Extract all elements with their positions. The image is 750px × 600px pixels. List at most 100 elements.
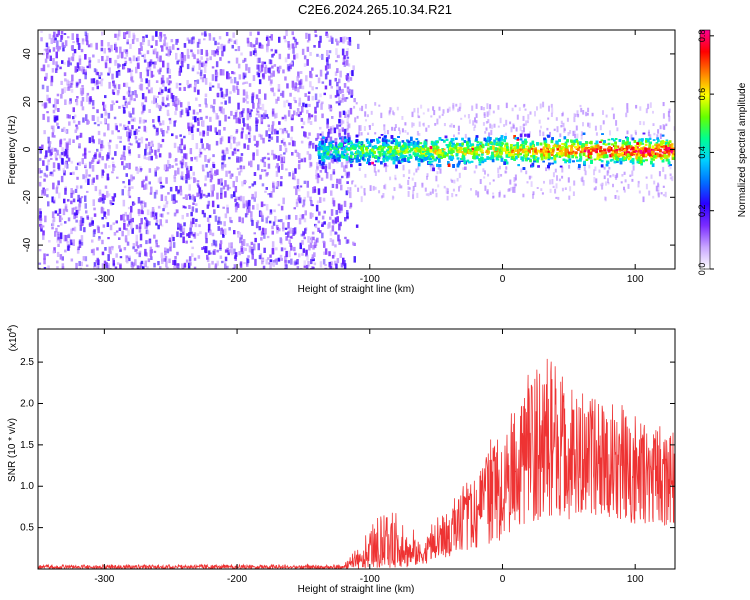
heatmap-cell xyxy=(270,48,273,52)
heatmap-cell xyxy=(322,153,326,158)
heatmap-cell xyxy=(315,174,318,180)
heatmap-cell xyxy=(295,198,299,205)
heatmap-cell xyxy=(307,236,310,243)
heatmap-cell xyxy=(123,63,127,66)
heatmap-cell xyxy=(63,87,66,93)
heatmap-cell xyxy=(67,157,71,162)
heatmap-cell xyxy=(48,33,52,40)
heatmap-cell xyxy=(260,134,263,140)
heatmap-cell xyxy=(76,248,80,254)
heatmap-cell xyxy=(88,222,92,227)
heatmap-cell xyxy=(72,198,76,203)
heatmap-cell xyxy=(429,191,432,196)
heatmap-cell xyxy=(505,166,508,170)
heatmap-cell xyxy=(336,84,339,91)
heatmap-cell xyxy=(211,190,214,197)
heatmap-cell xyxy=(256,220,260,224)
heatmap-cell xyxy=(386,130,389,135)
heatmap-cell xyxy=(231,71,234,75)
heatmap-cell xyxy=(139,52,143,55)
heatmap-cell xyxy=(518,107,521,111)
heatmap-cell xyxy=(100,231,104,235)
heatmap-cell xyxy=(239,114,242,119)
heatmap-cell xyxy=(70,88,74,93)
heatmap-cell xyxy=(104,62,108,69)
heatmap-cell xyxy=(328,79,332,86)
heatmap-cell xyxy=(349,206,352,209)
heatmap-cell xyxy=(317,188,321,195)
heatmap-cell xyxy=(290,116,294,121)
heatmap-cell xyxy=(583,166,586,172)
heatmap-cell xyxy=(137,208,141,214)
heatmap-cell xyxy=(51,132,55,138)
heatmap-cell xyxy=(273,209,276,213)
heatmap-cell xyxy=(660,192,663,195)
heatmap-cell xyxy=(62,47,65,52)
heatmap-cell xyxy=(263,203,266,207)
heatmap-cell xyxy=(383,185,386,189)
heatmap-cell xyxy=(284,76,287,81)
heatmap-cell xyxy=(126,241,130,246)
heatmap-cell xyxy=(229,142,233,149)
heatmap-cell xyxy=(261,260,264,265)
heatmap-cell xyxy=(267,163,271,169)
heatmap-cell xyxy=(59,66,62,70)
heatmap-cell xyxy=(176,98,180,106)
heatmap-cell xyxy=(121,51,124,59)
heatmap-cell xyxy=(211,50,214,56)
heatmap-cell xyxy=(296,259,299,265)
heatmap-cell xyxy=(154,170,157,177)
heatmap-cell xyxy=(204,98,207,105)
heatmap-cell xyxy=(316,237,319,243)
heatmap-cell xyxy=(116,55,120,59)
heatmap-cell xyxy=(601,185,604,190)
heatmap-cell xyxy=(315,216,318,221)
heatmap-cell xyxy=(315,34,318,37)
heatmap-cell xyxy=(265,187,268,190)
heatmap-cell xyxy=(402,174,405,178)
heatmap-cell xyxy=(128,57,132,61)
heatmap-cell xyxy=(309,81,312,88)
heatmap-cell xyxy=(334,217,338,224)
heatmap-cell xyxy=(272,154,276,160)
heatmap-cell xyxy=(194,223,198,228)
heatmap-cell xyxy=(208,170,212,173)
heatmap-cell xyxy=(139,262,143,268)
heatmap-cell xyxy=(131,125,134,130)
heatmap-cell xyxy=(157,205,161,209)
heatmap-cell xyxy=(104,104,107,109)
heatmap-cell xyxy=(216,115,220,120)
heatmap-cell xyxy=(377,169,380,173)
heatmap-cell xyxy=(256,64,259,70)
heatmap-cell xyxy=(416,192,419,198)
heatmap-cell xyxy=(282,156,285,162)
heatmap-cell xyxy=(175,158,178,162)
heatmap-cell xyxy=(77,194,80,202)
heatmap-cell xyxy=(228,227,231,231)
heatmap-cell xyxy=(229,76,232,79)
heatmap-cell xyxy=(329,174,333,181)
heatmap-cell xyxy=(80,196,84,199)
heatmap-cell xyxy=(193,232,197,239)
heatmap-cell xyxy=(190,220,193,228)
heatmap-cell xyxy=(206,57,209,61)
heatmap-cell xyxy=(334,77,337,82)
heatmap-cell xyxy=(296,185,299,189)
heatmap-cell xyxy=(141,102,144,107)
heatmap-cell xyxy=(383,130,386,135)
heatmap-cell xyxy=(93,122,97,125)
heatmap-cell xyxy=(248,108,251,113)
heatmap-cell xyxy=(232,32,235,38)
heatmap-cell xyxy=(146,69,150,77)
heatmap-cell xyxy=(665,123,668,127)
heatmap-cell xyxy=(97,198,101,203)
heatmap-cell xyxy=(489,123,492,129)
heatmap-cell xyxy=(211,85,215,88)
heatmap-cell xyxy=(657,184,660,188)
heatmap-cell xyxy=(324,166,328,173)
heatmap-cell xyxy=(185,165,189,171)
heatmap-cell xyxy=(329,94,332,99)
heatmap-cell xyxy=(107,263,110,269)
heatmap-cell xyxy=(237,63,241,69)
heatmap-cell xyxy=(101,31,104,36)
